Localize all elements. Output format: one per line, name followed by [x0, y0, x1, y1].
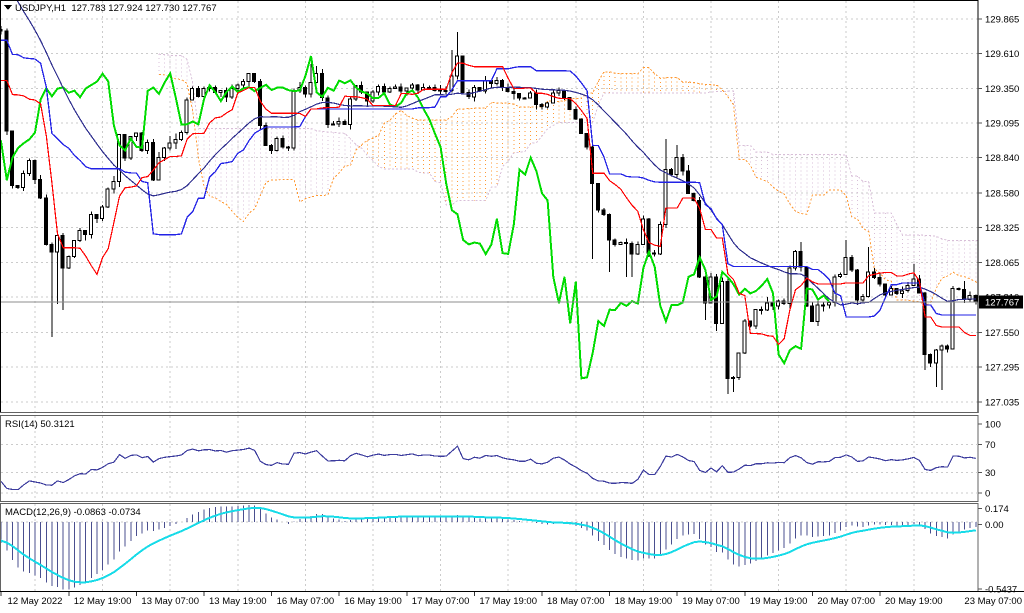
svg-text:0.174: 0.174 — [985, 504, 1009, 515]
svg-text:129.350: 129.350 — [985, 84, 1019, 95]
svg-text:128.580: 128.580 — [985, 188, 1019, 199]
svg-text:18 May 07:00: 18 May 07:00 — [547, 596, 605, 607]
svg-text:100: 100 — [985, 420, 1001, 431]
svg-text:129.865: 129.865 — [985, 15, 1019, 26]
svg-text:0: 0 — [985, 489, 990, 500]
svg-text:13 May 07:00: 13 May 07:00 — [141, 596, 199, 607]
svg-text:20 May 07:00: 20 May 07:00 — [817, 596, 875, 607]
svg-text:127.035: 127.035 — [985, 398, 1019, 409]
svg-text:18 May 19:00: 18 May 19:00 — [615, 596, 673, 607]
svg-text:127.767: 127.767 — [985, 298, 1019, 309]
svg-text:128.325: 128.325 — [985, 223, 1019, 234]
svg-text:17 May 19:00: 17 May 19:00 — [479, 596, 537, 607]
svg-text:RSI(14) 50.3121: RSI(14) 50.3121 — [5, 419, 75, 430]
svg-text:MACD(12,26,9) -0.0863 -0.0734: MACD(12,26,9) -0.0863 -0.0734 — [5, 507, 141, 518]
svg-text:17 May 07:00: 17 May 07:00 — [412, 596, 470, 607]
svg-text:70: 70 — [985, 440, 996, 451]
svg-text:20 May 19:00: 20 May 19:00 — [885, 596, 943, 607]
svg-text:16 May 19:00: 16 May 19:00 — [344, 596, 402, 607]
svg-text:30: 30 — [985, 468, 996, 479]
svg-text:19 May 19:00: 19 May 19:00 — [750, 596, 808, 607]
svg-text:127.295: 127.295 — [985, 362, 1019, 373]
svg-text:128.065: 128.065 — [985, 258, 1019, 269]
svg-text:128.840: 128.840 — [985, 153, 1019, 164]
svg-text:129.095: 129.095 — [985, 119, 1019, 130]
svg-text:129.610: 129.610 — [985, 49, 1019, 60]
svg-text:-0.5437: -0.5437 — [985, 585, 1017, 596]
svg-text:13 May 19:00: 13 May 19:00 — [209, 596, 267, 607]
svg-text:19 May 07:00: 19 May 07:00 — [682, 596, 740, 607]
svg-text:12 May 19:00: 12 May 19:00 — [74, 596, 132, 607]
svg-text:23 May 07:00: 23 May 07:00 — [964, 596, 1022, 607]
svg-text:USDJPY,H1 127.783 127.924 127: USDJPY,H1 127.783 127.924 127.730 127.76… — [15, 3, 217, 14]
svg-text:12 May 2022: 12 May 2022 — [8, 596, 63, 607]
svg-text:127.550: 127.550 — [985, 328, 1019, 339]
svg-text:16 May 07:00: 16 May 07:00 — [277, 596, 335, 607]
svg-text:0.00: 0.00 — [985, 520, 1004, 531]
